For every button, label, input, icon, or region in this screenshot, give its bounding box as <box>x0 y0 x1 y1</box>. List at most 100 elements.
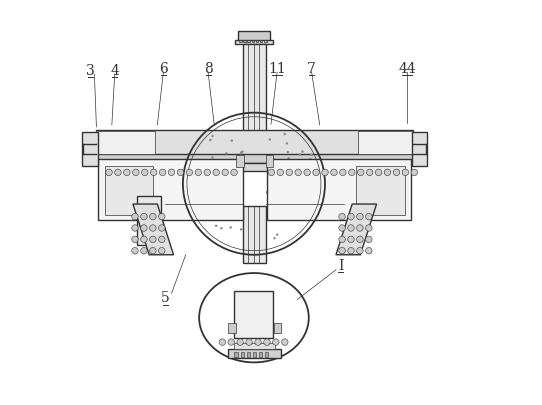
Circle shape <box>224 145 231 152</box>
Circle shape <box>240 152 242 154</box>
Circle shape <box>357 237 363 243</box>
Circle shape <box>219 339 225 345</box>
Circle shape <box>339 248 345 254</box>
Circle shape <box>290 173 292 176</box>
Circle shape <box>186 170 192 176</box>
Circle shape <box>384 170 391 176</box>
Circle shape <box>210 196 212 199</box>
Circle shape <box>273 177 275 179</box>
Circle shape <box>124 170 130 176</box>
Circle shape <box>228 339 235 345</box>
Circle shape <box>162 145 169 152</box>
Bar <box>99 132 156 155</box>
Circle shape <box>240 228 242 231</box>
Circle shape <box>325 145 333 152</box>
Text: 8: 8 <box>204 62 212 76</box>
Circle shape <box>315 175 318 177</box>
Bar <box>256 40 259 43</box>
Circle shape <box>273 170 275 172</box>
Circle shape <box>361 145 369 152</box>
Text: 3: 3 <box>86 64 95 78</box>
Circle shape <box>233 214 235 216</box>
Circle shape <box>132 225 138 232</box>
Circle shape <box>266 192 268 194</box>
Circle shape <box>348 248 354 254</box>
Text: 11: 11 <box>268 62 286 76</box>
Circle shape <box>108 145 115 152</box>
Circle shape <box>233 183 236 185</box>
Circle shape <box>370 145 377 152</box>
Bar <box>251 40 254 43</box>
Circle shape <box>272 158 275 160</box>
Bar <box>137 196 162 245</box>
Circle shape <box>189 145 196 152</box>
Circle shape <box>204 217 207 220</box>
Circle shape <box>222 170 228 176</box>
Circle shape <box>358 170 364 176</box>
Circle shape <box>286 143 288 145</box>
Bar <box>240 40 242 43</box>
Bar <box>99 160 243 221</box>
Circle shape <box>304 209 306 211</box>
Circle shape <box>240 176 243 178</box>
Ellipse shape <box>83 137 96 162</box>
Bar <box>105 163 409 171</box>
Circle shape <box>204 170 210 176</box>
Circle shape <box>397 145 404 152</box>
Circle shape <box>141 248 147 254</box>
Circle shape <box>213 170 220 176</box>
Bar <box>260 40 262 43</box>
Circle shape <box>276 234 279 236</box>
Circle shape <box>301 151 304 153</box>
Polygon shape <box>133 205 173 255</box>
Circle shape <box>406 145 413 152</box>
Circle shape <box>241 151 244 153</box>
Circle shape <box>141 225 147 232</box>
Circle shape <box>264 339 270 345</box>
Circle shape <box>357 248 363 254</box>
Circle shape <box>179 145 187 152</box>
Circle shape <box>322 170 328 176</box>
Circle shape <box>225 153 228 155</box>
Circle shape <box>197 145 205 152</box>
Circle shape <box>309 159 312 161</box>
Bar <box>265 352 268 357</box>
Bar <box>259 352 262 357</box>
Bar <box>266 156 273 168</box>
Bar <box>358 132 413 155</box>
Circle shape <box>229 209 232 211</box>
Circle shape <box>273 339 279 345</box>
Circle shape <box>340 170 346 176</box>
Bar <box>356 167 405 215</box>
Circle shape <box>117 145 125 152</box>
Circle shape <box>411 170 417 176</box>
Circle shape <box>286 207 288 209</box>
Circle shape <box>211 157 214 159</box>
Circle shape <box>151 170 157 176</box>
Circle shape <box>272 145 279 152</box>
Bar <box>247 352 250 357</box>
Circle shape <box>225 187 228 190</box>
Circle shape <box>216 210 218 213</box>
Circle shape <box>133 170 139 176</box>
Circle shape <box>305 163 308 166</box>
Circle shape <box>246 339 253 345</box>
Circle shape <box>348 237 354 243</box>
Circle shape <box>237 186 240 188</box>
Circle shape <box>150 214 156 220</box>
Circle shape <box>270 177 272 180</box>
Circle shape <box>293 175 296 177</box>
Circle shape <box>150 225 156 232</box>
Bar <box>243 40 246 43</box>
Circle shape <box>388 145 395 152</box>
Bar <box>105 167 153 215</box>
Circle shape <box>224 198 227 200</box>
Circle shape <box>310 154 312 157</box>
Circle shape <box>229 227 232 229</box>
Circle shape <box>106 170 112 176</box>
Circle shape <box>348 225 354 232</box>
Circle shape <box>228 204 230 206</box>
Circle shape <box>115 170 121 176</box>
Circle shape <box>269 187 271 189</box>
Circle shape <box>273 190 275 193</box>
